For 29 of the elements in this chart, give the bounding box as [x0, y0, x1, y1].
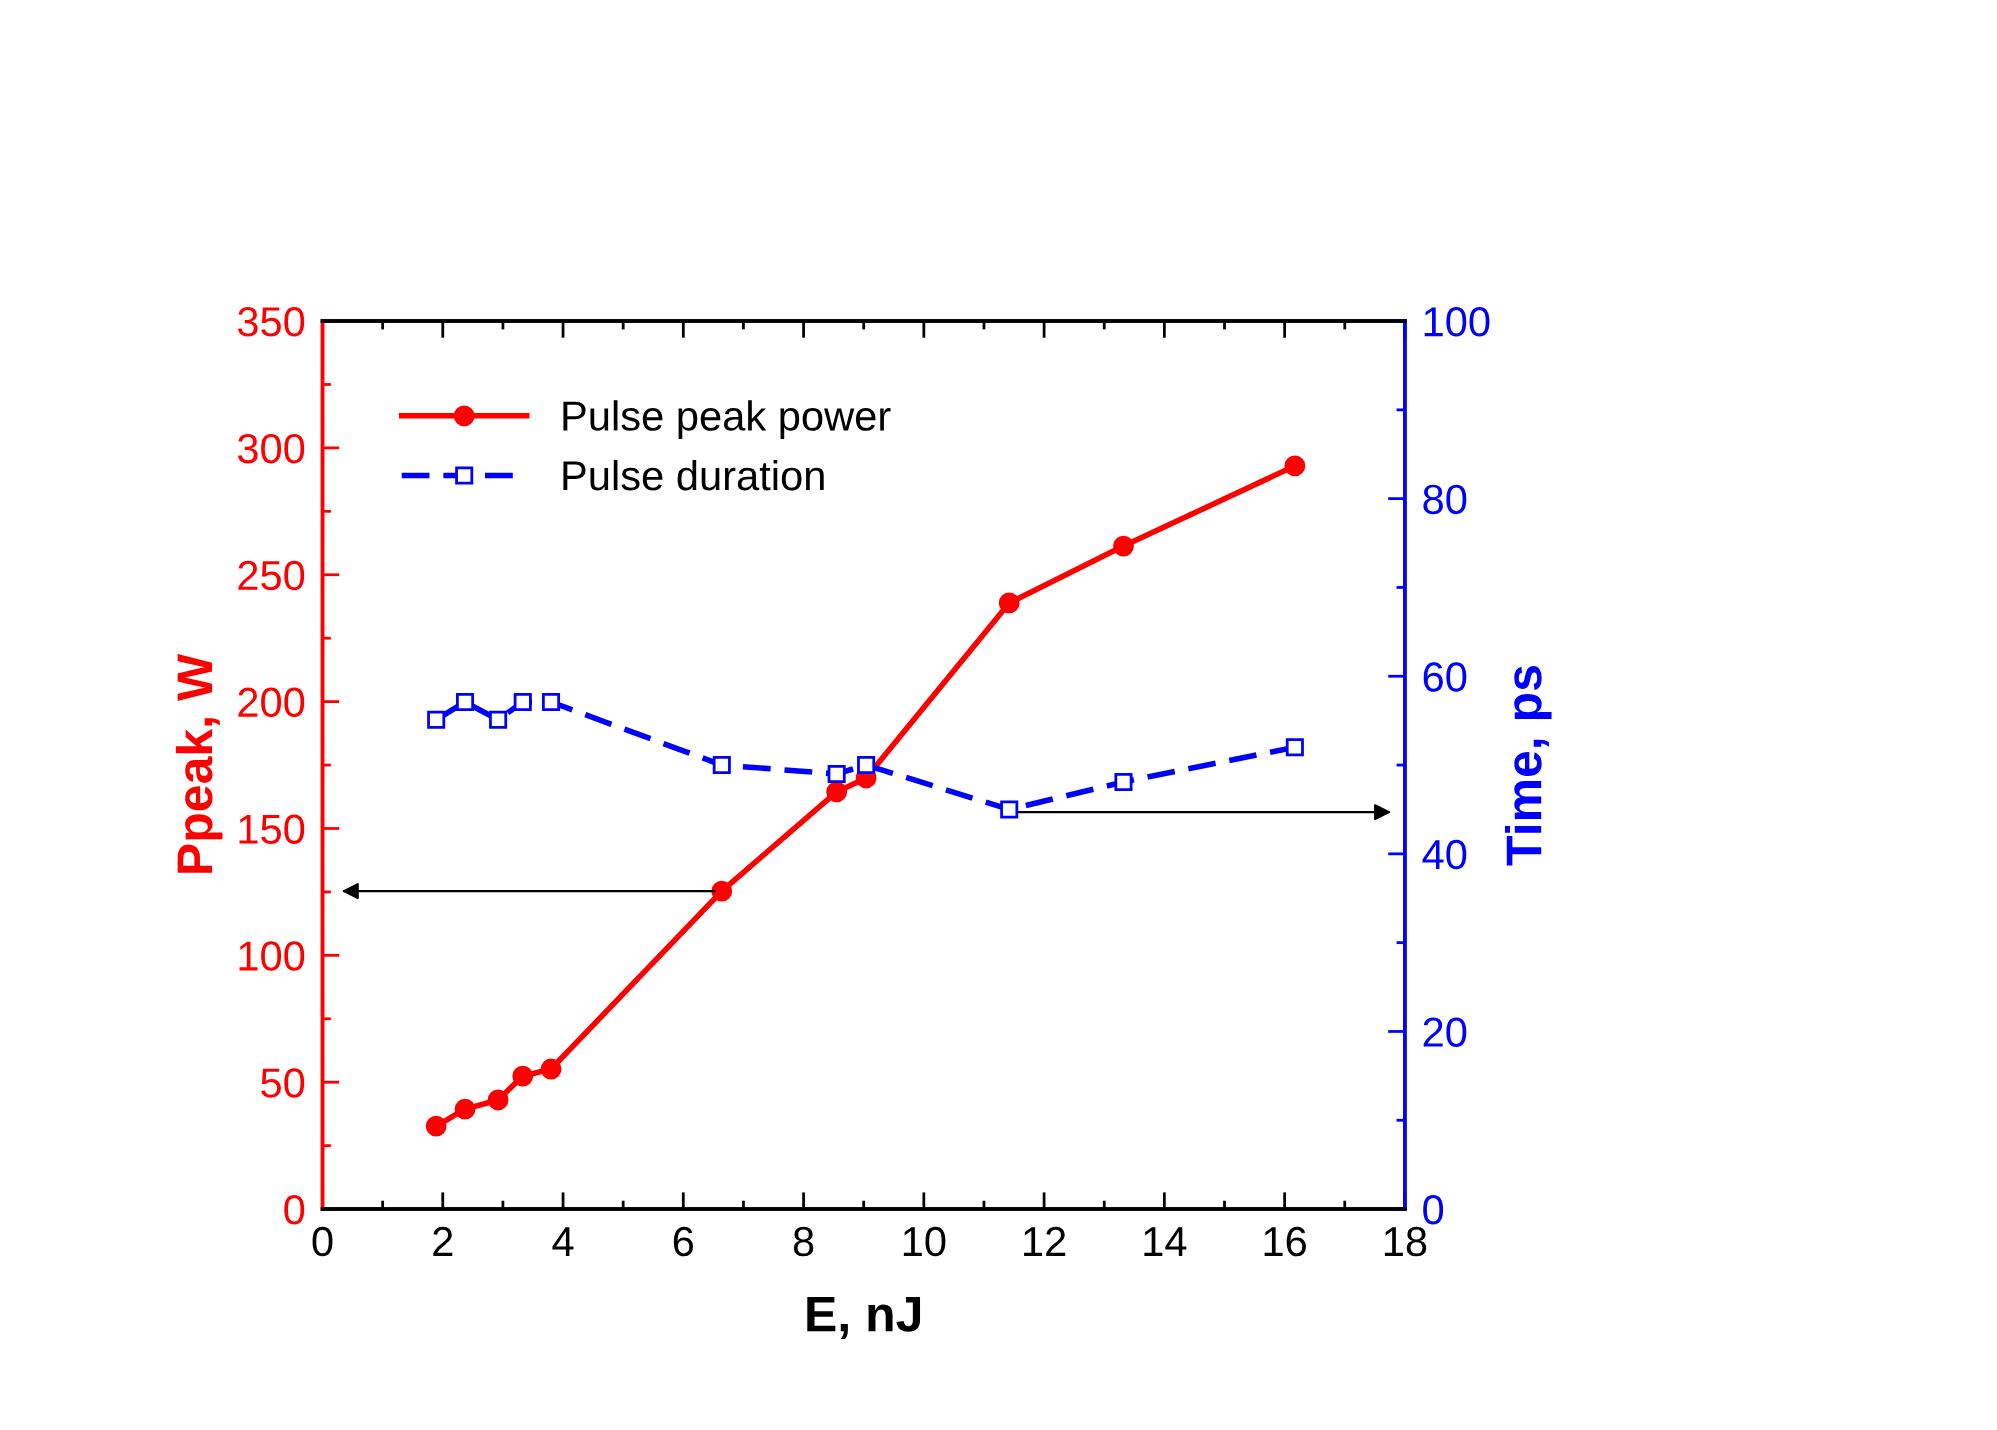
y2-tick-label: 60 — [1423, 662, 1467, 692]
y-tick-label: 50 — [261, 1068, 305, 1098]
y2-tick-label: 80 — [1423, 484, 1467, 515]
x-tick-label: 4 — [552, 1227, 574, 1256]
y-tick-label: 350 — [237, 307, 305, 337]
x-tick-label: 8 — [793, 1226, 814, 1257]
y-tick-label: 300 — [237, 433, 305, 464]
y2-tick-label: 0 — [1423, 1195, 1444, 1225]
y-axis-title: Ppeak, W — [175, 653, 223, 873]
y-tick-label: 100 — [239, 941, 305, 971]
y-tick-label: 250 — [238, 560, 305, 591]
x-tick-label: 0 — [312, 1226, 333, 1257]
x-tick-label: 12 — [1024, 1226, 1066, 1256]
y2-tick-label: 20 — [1423, 1017, 1467, 1047]
y2-tick-label: 100 — [1424, 307, 1490, 337]
legend-label: Pulse duration — [563, 459, 824, 491]
x-tick-label: 14 — [1144, 1227, 1187, 1256]
x-tick-label: 6 — [673, 1226, 694, 1257]
x-axis-title: E, nJ — [807, 1296, 921, 1340]
y-tick-label: 0 — [284, 1195, 305, 1225]
y2-tick-label: 40 — [1422, 839, 1467, 870]
legend-label: Pulse peak power — [563, 400, 891, 440]
y2-axis-title: Time, ps — [1504, 666, 1552, 866]
y-tick-label: 150 — [239, 814, 305, 844]
x-tick-label: 2 — [433, 1226, 453, 1256]
y-tick-label: 200 — [238, 687, 305, 718]
x-tick-label: 18 — [1384, 1226, 1427, 1257]
x-tick-label: 16 — [1264, 1226, 1306, 1257]
x-tick-label: 10 — [903, 1226, 946, 1257]
